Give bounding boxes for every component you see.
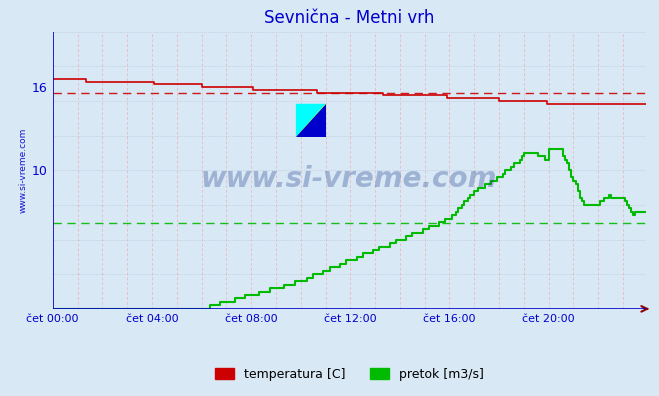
Text: www.si-vreme.com: www.si-vreme.com	[18, 128, 28, 213]
Polygon shape	[296, 104, 326, 137]
Text: www.si-vreme.com: www.si-vreme.com	[201, 165, 498, 192]
Polygon shape	[296, 104, 326, 137]
Title: Sevnična - Metni vrh: Sevnična - Metni vrh	[264, 10, 434, 27]
Bar	[296, 104, 326, 137]
Legend: temperatura [C], pretok [m3/s]: temperatura [C], pretok [m3/s]	[210, 363, 489, 386]
